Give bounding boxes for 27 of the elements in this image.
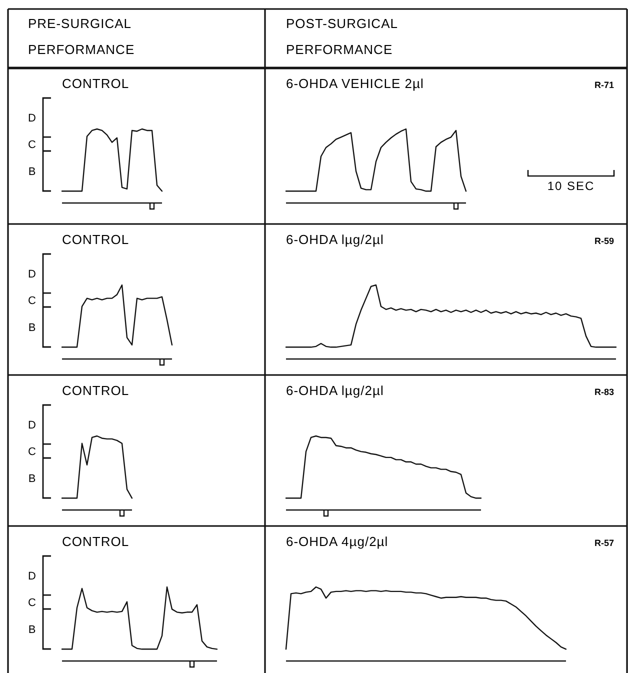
text: B bbox=[28, 322, 36, 334]
chart-title: 6-OHDA 4µg/2µl bbox=[286, 534, 388, 549]
text: R-83 bbox=[594, 387, 614, 397]
chart-title: 6-OHDA lµg/2µl bbox=[286, 383, 384, 398]
text: C bbox=[28, 596, 36, 609]
text: C bbox=[28, 446, 36, 458]
chart-subtitle: POST-SURGICAL PERFORMANCE bbox=[286, 16, 398, 57]
text: C bbox=[28, 294, 36, 307]
chart-title: CONTROL bbox=[62, 76, 130, 91]
text: D bbox=[28, 268, 36, 280]
chart-title: 6-OHDA lµg/2µl bbox=[286, 232, 384, 247]
text: B bbox=[28, 472, 36, 485]
text: R-71 bbox=[594, 80, 614, 90]
text: B bbox=[28, 624, 36, 636]
chart-title: CONTROL bbox=[62, 534, 130, 549]
chart-title: CONTROL bbox=[62, 383, 130, 398]
text: B bbox=[28, 166, 36, 178]
text: C bbox=[28, 138, 36, 151]
chart-subtitle: PRE-SURGICAL PERFORMANCE bbox=[28, 16, 135, 57]
text: R-57 bbox=[594, 538, 614, 548]
chart-title: 6-OHDA VEHICLE 2µl bbox=[286, 76, 424, 91]
text: R-59 bbox=[594, 236, 614, 246]
chart-title: CONTROL bbox=[62, 232, 130, 247]
text: D bbox=[28, 419, 36, 432]
text: 10 SEC bbox=[547, 179, 595, 193]
text: D bbox=[28, 112, 36, 124]
text: D bbox=[28, 570, 36, 582]
